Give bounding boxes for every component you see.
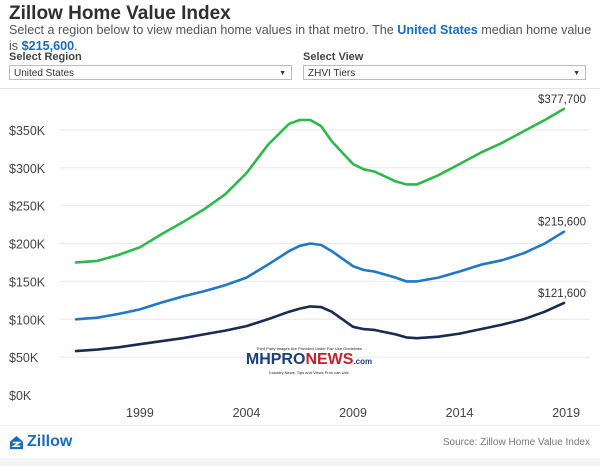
y-tick-label: $250K <box>9 200 46 214</box>
series-end-label: $121,600 <box>538 288 586 300</box>
intro-suffix: . <box>74 39 78 53</box>
watermark-logo: MHPRONEWS.com <box>236 351 382 370</box>
y-tick-label: $300K <box>9 162 46 176</box>
zillow-logo[interactable]: Zillow <box>9 433 72 451</box>
y-tick-label: $0K <box>9 389 32 403</box>
header-divider <box>0 88 600 89</box>
watermark-brand-suffix: .com <box>353 357 373 366</box>
home-value-chart: $0K $50K $100K $150K $200K $250K $300K $350K 199… <box>9 94 590 420</box>
region-name-highlight: United States <box>397 23 478 37</box>
view-select-label: Select View <box>303 51 364 63</box>
y-tick-label: $50K <box>9 351 39 365</box>
footer-divider <box>0 425 600 426</box>
x-tick-label: 2014 <box>446 406 474 420</box>
view-select[interactable]: ZHVI Tiers ▼ <box>303 65 586 80</box>
x-tick-label: 1999 <box>126 406 154 420</box>
x-tick-label: 2004 <box>233 406 261 420</box>
page-title: Zillow Home Value Index <box>9 3 231 24</box>
watermark-brand-right: NEWS <box>305 351 354 368</box>
x-tick-label: 2019 <box>552 406 580 420</box>
zillow-logo-text: Zillow <box>27 433 73 450</box>
x-tick-label: 2009 <box>339 406 367 420</box>
region-select[interactable]: United States ▼ <box>9 65 292 80</box>
watermark: Third Party Images Are Provided Under Fa… <box>236 346 382 375</box>
series-end-label: $377,700 <box>538 94 586 106</box>
intro-prefix: Select a region below to view median hom… <box>9 23 398 37</box>
bottom-strip <box>0 458 600 466</box>
series-line-1 <box>74 107 566 264</box>
chevron-down-icon: ▼ <box>573 70 580 77</box>
intro-middle: median home value is <box>9 23 592 53</box>
chevron-down-icon: ▼ <box>279 70 286 77</box>
y-tick-label: $350K <box>9 124 46 138</box>
y-tick-label: $150K <box>9 275 46 289</box>
intro-text: Select a region below to view median hom… <box>9 22 594 54</box>
series-line-3 <box>74 301 566 353</box>
watermark-notice: Third Party Images Are Provided Under Fa… <box>255 346 363 351</box>
view-select-value: ZHVI Tiers <box>308 68 356 79</box>
series-line-2 <box>74 230 566 321</box>
series-end-label: $215,600 <box>538 217 586 229</box>
region-select-label: Select Region <box>9 51 82 63</box>
region-select-value: United States <box>14 68 75 79</box>
y-tick-label: $200K <box>9 238 46 252</box>
zillow-house-icon <box>9 435 24 449</box>
y-tick-label: $100K <box>9 313 46 327</box>
source-note: Source: Zillow Home Value Index <box>442 437 590 448</box>
watermark-tagline: Industry News, Tips and Views Pros can U… <box>269 370 349 375</box>
median-value-highlight: $215,600 <box>21 39 75 53</box>
watermark-brand-left: MHPRO <box>245 351 306 368</box>
